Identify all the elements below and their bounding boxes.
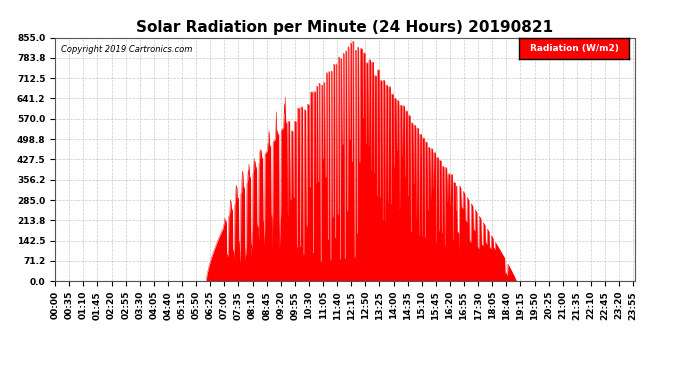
Text: Copyright 2019 Cartronics.com: Copyright 2019 Cartronics.com — [61, 45, 193, 54]
Title: Solar Radiation per Minute (24 Hours) 20190821: Solar Radiation per Minute (24 Hours) 20… — [137, 20, 553, 35]
